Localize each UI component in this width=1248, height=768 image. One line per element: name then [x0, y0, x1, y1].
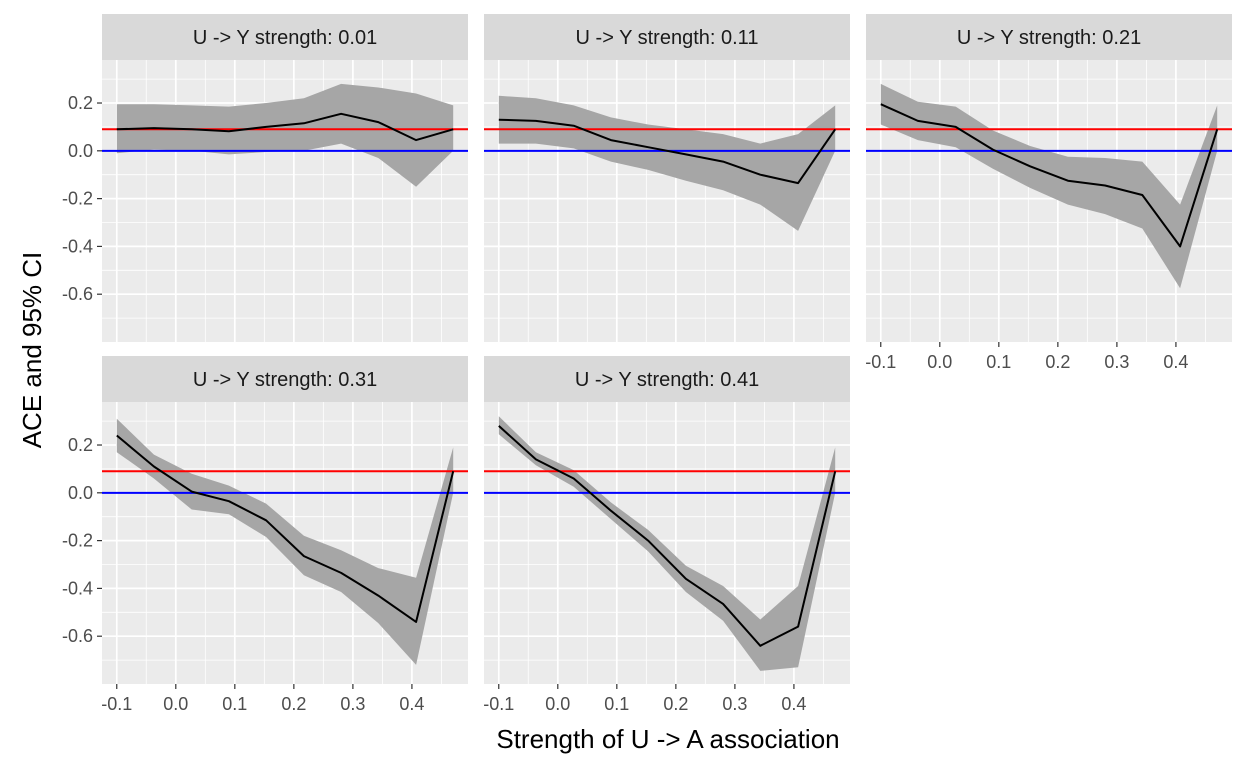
facet-strip	[102, 14, 468, 60]
y-axis-title: ACE and 95% CI	[17, 252, 47, 449]
facet-strip	[484, 356, 850, 402]
x-tick-label: 0.3	[1104, 352, 1129, 372]
facet-panel: U -> Y strength: 0.31	[102, 356, 468, 684]
ci-ribbon	[498, 416, 836, 671]
x-tick-label: 0.3	[722, 694, 747, 714]
y-tick-label: -0.2	[62, 531, 93, 551]
x-tick-label: 0.2	[663, 694, 688, 714]
ci-ribbon	[880, 83, 1218, 289]
ci-ribbon	[116, 83, 454, 187]
y-tick-label: -0.6	[62, 626, 93, 646]
x-tick-label: 0.4	[781, 694, 806, 714]
x-tick-label: 0.2	[281, 694, 306, 714]
x-tick-label: 0.2	[1045, 352, 1070, 372]
y-tick-label: 0.2	[68, 435, 93, 455]
ci-ribbon	[116, 418, 454, 665]
facet-panel: U -> Y strength: 0.01	[102, 14, 468, 342]
x-axis-ticks: -0.1 0.0 0.1 0.2 0.3 0.4 -0.1 0.0 0.1 0.2 0.3 0.4 -0…	[101, 342, 1188, 714]
ace-estimate-line	[116, 434, 455, 623]
x-tick-label: -0.1	[101, 694, 132, 714]
y-tick-label: -0.2	[62, 189, 93, 209]
y-tick-label: 0.0	[68, 141, 93, 161]
panel-content	[484, 402, 850, 684]
y-tick-label: -0.6	[62, 284, 93, 304]
x-axis-title: Strength of U -> A association	[496, 724, 839, 754]
y-tick-label: 0.0	[68, 483, 93, 503]
ace-estimate-line	[498, 425, 837, 647]
ace-estimate-line	[880, 103, 1219, 248]
facet-strip	[866, 14, 1232, 60]
x-tick-label: 0.3	[340, 694, 365, 714]
facet-strip-label: U -> Y strength: 0.11	[576, 27, 759, 49]
x-tick-label: -0.1	[865, 352, 896, 372]
facet-strip	[484, 14, 850, 60]
facet-panels: U -> Y strength: 0.01 U -> Y strength: 0.…	[102, 14, 1232, 684]
ace-estimate-line	[116, 112, 454, 142]
facet-strip-label: U -> Y strength: 0.31	[193, 369, 377, 391]
panel-content	[102, 60, 468, 342]
x-tick-label: 0.0	[927, 352, 952, 372]
x-tick-label: 0.4	[399, 694, 424, 714]
ace-estimate-line	[498, 118, 837, 185]
facet-strip-label: U -> Y strength: 0.01	[193, 27, 377, 49]
panel-content	[102, 402, 468, 684]
x-tick-label: 0.1	[604, 694, 629, 714]
x-tick-label: -0.1	[483, 694, 514, 714]
facet-strip-label: U -> Y strength: 0.21	[957, 27, 1141, 49]
facet-strip-label: U -> Y strength: 0.41	[575, 369, 759, 391]
x-tick-label: 0.4	[1163, 352, 1188, 372]
x-tick-label: 0.1	[222, 694, 247, 714]
y-tick-label: 0.2	[68, 93, 93, 113]
facet-panel: U -> Y strength: 0.11	[484, 14, 850, 342]
y-tick-label: -0.4	[62, 236, 93, 256]
x-tick-label: 0.0	[163, 694, 188, 714]
x-tick-label: 0.1	[986, 352, 1011, 372]
y-axis-ticks: -0.6 -0.4 -0.2 0.0 0.2 -0.6 -0.4 -0.2 0.0 0.2	[62, 93, 102, 646]
facet-strip	[102, 356, 468, 402]
facet-panel: U -> Y strength: 0.41	[484, 356, 850, 684]
y-tick-label: -0.4	[62, 578, 93, 598]
x-tick-label: 0.0	[545, 694, 570, 714]
facet-panel: U -> Y strength: 0.21	[866, 14, 1232, 342]
panel-content	[866, 60, 1232, 342]
panel-content	[484, 60, 850, 342]
